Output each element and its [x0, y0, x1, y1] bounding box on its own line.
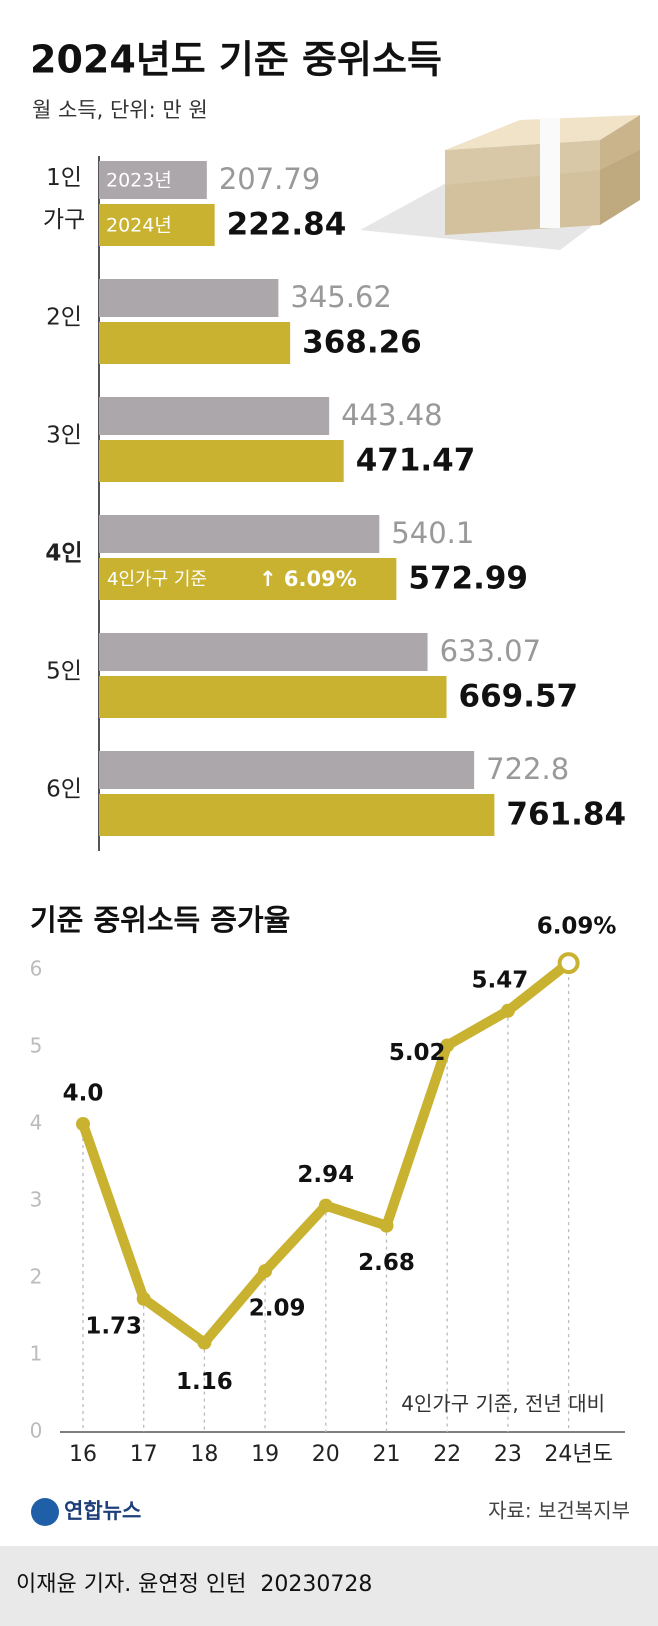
x-tick-label: 21 — [373, 1442, 401, 1467]
footer-band — [0, 1546, 658, 1626]
annotation: 4인가구 기준, 전년 대비 — [401, 1392, 605, 1416]
bar — [99, 279, 279, 317]
data-label: 6.09% — [537, 914, 617, 940]
y-tick-label: 6 — [30, 957, 43, 981]
point — [197, 1335, 212, 1350]
category-line: 1인 — [46, 165, 82, 191]
legend-label: 2024년 — [106, 215, 172, 237]
category-label: 2인 — [46, 305, 82, 331]
category-label: 6인 — [46, 777, 82, 803]
x-tick-label: 20 — [312, 1442, 340, 1467]
value-label: 669.57 — [459, 679, 579, 715]
y-tick-label: 4 — [30, 1111, 43, 1135]
data-label: 4.0 — [63, 1081, 104, 1107]
category-label: 5인 — [46, 659, 82, 685]
bar — [99, 440, 344, 482]
data-label: 5.47 — [472, 967, 529, 993]
bar — [99, 322, 291, 364]
category-label: 4인 — [45, 541, 82, 567]
bar — [99, 676, 447, 718]
annotation: 4인가구 기준 — [107, 569, 207, 590]
point — [440, 1038, 455, 1053]
value-label: 345.62 — [290, 280, 391, 314]
bar — [99, 515, 380, 553]
value-label: 222.84 — [227, 207, 347, 243]
bar — [99, 633, 428, 671]
chart-title: 2024년도 기준 중위소득 — [30, 38, 442, 82]
category-label: 3인 — [46, 423, 82, 449]
y-tick-label: 5 — [30, 1034, 43, 1058]
bar — [99, 794, 495, 836]
x-tick-label: 22 — [433, 1442, 461, 1467]
bar — [99, 558, 397, 600]
money-illustration — [360, 115, 640, 250]
point — [258, 1264, 273, 1279]
data-label: 1.16 — [176, 1369, 233, 1395]
point — [318, 1198, 333, 1213]
subtitle: 월 소득, 단위: 만 원 — [32, 98, 208, 122]
value-label: 443.48 — [341, 398, 442, 432]
value-label: 207.79 — [219, 162, 320, 196]
value-label: 368.26 — [302, 325, 422, 361]
y-tick-label: 0 — [30, 1419, 43, 1443]
x-tick-label: 18 — [190, 1442, 218, 1467]
bar — [99, 204, 215, 246]
x-tick-label: 16 — [69, 1442, 97, 1467]
x-tick-label: 23 — [494, 1442, 522, 1467]
point — [500, 1003, 515, 1018]
point — [136, 1291, 151, 1306]
bar — [99, 161, 207, 199]
value-label: 471.47 — [356, 443, 476, 479]
y-tick-label: 2 — [30, 1265, 43, 1289]
logo-icon — [31, 1498, 59, 1526]
legend-label: 2023년 — [106, 170, 172, 192]
data-label: 5.02 — [389, 1040, 446, 1066]
x-tick-label: 17 — [130, 1442, 158, 1467]
value-label: 722.8 — [486, 752, 569, 786]
category-line: 가구 — [43, 207, 85, 233]
annotation-change: ↑ 6.09% — [259, 567, 357, 591]
x-tick-label: 19 — [251, 1442, 279, 1467]
data-label: 1.73 — [85, 1313, 142, 1339]
value-label: 633.07 — [440, 634, 541, 668]
value-label: 761.84 — [506, 797, 626, 833]
x-tick-label: 24년도 — [544, 1442, 612, 1467]
y-tick-label: 1 — [30, 1342, 43, 1366]
point — [379, 1218, 394, 1233]
end-point — [557, 952, 580, 975]
logo: 연합뉴스 — [64, 1499, 141, 1523]
point — [76, 1117, 90, 1131]
bar — [99, 397, 330, 435]
data-label: 2.09 — [249, 1296, 306, 1322]
source: 자료: 보건복지부 — [488, 1499, 630, 1523]
data-label: 2.94 — [297, 1162, 354, 1188]
value-label: 572.99 — [408, 561, 528, 597]
y-tick-label: 3 — [30, 1188, 43, 1212]
bar — [99, 751, 475, 789]
line-title: 기준 중위소득 증가율 — [30, 903, 290, 937]
data-label: 2.68 — [358, 1250, 415, 1276]
credit: 이재윤 기자. 윤연정 인턴 20230728 — [16, 1572, 372, 1597]
value-label: 540.1 — [391, 516, 474, 550]
